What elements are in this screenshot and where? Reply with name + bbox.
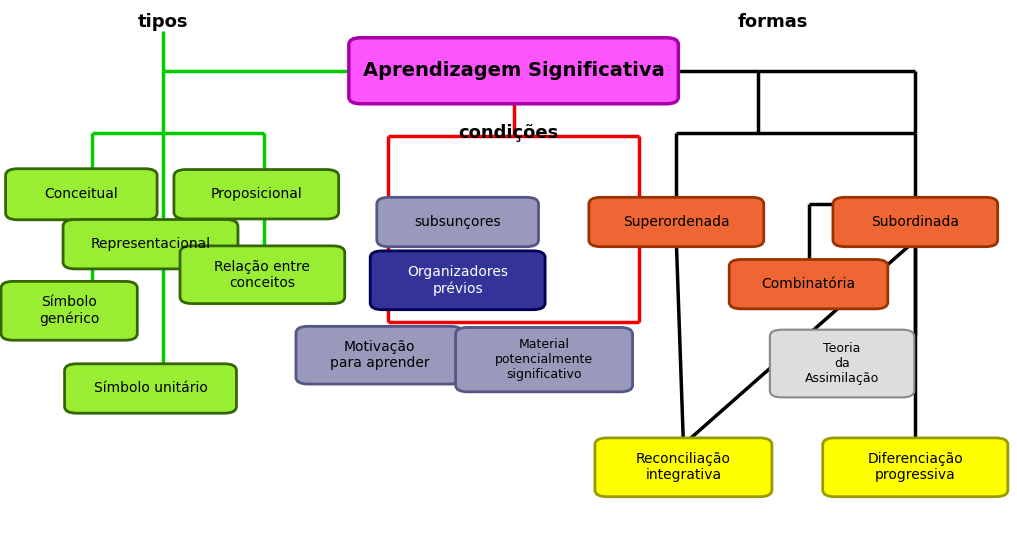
Text: Reconciliação
integrativa: Reconciliação integrativa [636, 452, 731, 482]
Text: Aprendizagem Significativa: Aprendizagem Significativa [363, 61, 664, 80]
FancyBboxPatch shape [174, 170, 339, 219]
FancyBboxPatch shape [180, 246, 345, 304]
FancyBboxPatch shape [349, 38, 678, 104]
Text: Relação entre
conceitos: Relação entre conceitos [215, 260, 310, 290]
FancyBboxPatch shape [296, 326, 463, 384]
Text: Superordenada: Superordenada [623, 215, 729, 229]
FancyBboxPatch shape [595, 438, 772, 497]
FancyBboxPatch shape [589, 198, 764, 246]
FancyBboxPatch shape [456, 327, 633, 392]
FancyBboxPatch shape [729, 260, 888, 309]
FancyBboxPatch shape [823, 438, 1008, 497]
FancyBboxPatch shape [770, 330, 914, 397]
Text: Motivação
para aprender: Motivação para aprender [330, 340, 429, 370]
Text: Representacional: Representacional [91, 237, 211, 251]
FancyBboxPatch shape [6, 169, 157, 220]
Text: Símbolo unitário: Símbolo unitário [94, 381, 207, 396]
FancyBboxPatch shape [376, 198, 539, 246]
Text: Subordinada: Subordinada [872, 215, 959, 229]
Text: subsunçores: subsunçores [414, 215, 501, 229]
Text: formas: formas [737, 13, 809, 31]
Text: Conceitual: Conceitual [45, 187, 118, 201]
FancyBboxPatch shape [65, 364, 236, 413]
FancyBboxPatch shape [370, 251, 545, 310]
Text: Proposicional: Proposicional [211, 187, 302, 201]
FancyBboxPatch shape [1, 281, 137, 340]
FancyBboxPatch shape [63, 219, 238, 269]
FancyBboxPatch shape [833, 198, 998, 246]
Text: Teoria
da
Assimilação: Teoria da Assimilação [804, 342, 880, 385]
Text: Organizadores
prévios: Organizadores prévios [407, 265, 508, 296]
Text: tipos: tipos [137, 13, 188, 31]
Text: Material
potencialmente
significativo: Material potencialmente significativo [495, 338, 593, 381]
Text: condições: condições [459, 124, 558, 142]
Text: Símbolo
genérico: Símbolo genérico [39, 295, 100, 326]
Text: Diferenciação
progressiva: Diferenciação progressiva [868, 452, 963, 482]
Text: Combinatória: Combinatória [762, 277, 855, 291]
